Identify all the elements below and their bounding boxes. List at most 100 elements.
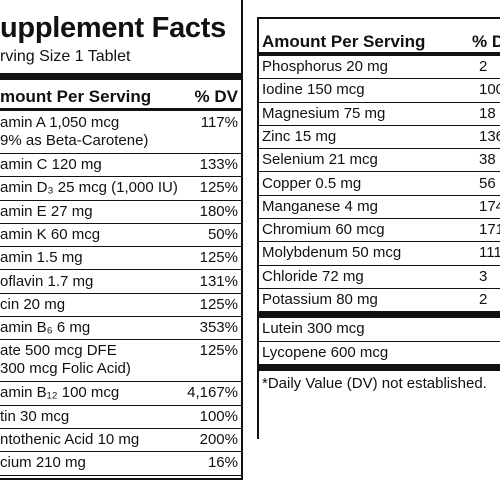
nutrient-name-line: amin B₆ 6 mg [0,319,91,337]
nutrient-name-line: amin A 1,050 mcg [0,114,120,131]
header-amount: Amount Per Serving [262,32,426,51]
nutrient-name: Chloride 72 mg [262,268,364,286]
nutrient-name: amin B₆ 6 mg [0,319,90,337]
nutrient-name: Potassium 80 mg [262,291,378,309]
nutrient-name: Molybdenum 50 mcg [262,244,401,262]
nutrient-name-line: Copper 0.5 mg [262,174,362,192]
nutrient-name: Phosphorus 20 mg [262,58,388,76]
daily-value: 2 [479,291,488,308]
nutrient-row: amin C 120 mg 133% [0,154,241,178]
nutrient-name: Lutein 300 mcg [262,320,365,338]
daily-value: 16% [207,454,238,472]
thick-rule [259,52,500,56]
nutrient-row: Lycopene 600 mcg [259,342,500,365]
nutrient-name-line: oflavin 1.7 mg [0,272,94,290]
nutrient-name-line: 300 mcg Folic Acid) [0,360,131,378]
nutrient-name-line: Zinc 15 mg [262,127,337,145]
nutrient-name-line: cin 20 mg [0,295,66,313]
nutrient-name: amin K 60 mcg [0,226,100,244]
nutrient-name: amin C 120 mg [0,156,102,174]
nutrient-row: amin E 27 mg 180% [0,201,241,224]
nutrient-row: Phosphorus 20 mg 2 [259,56,500,80]
daily-value: 125% [199,179,238,197]
nutrient-row: amin 1.5 mg 125% [0,247,241,271]
nutrient-name: ntothenic Acid 10 mg [0,431,139,449]
nutrient-name-line: Molybdenum 50 mcg [262,244,402,262]
nutrient-name: oflavin 1.7 mg [0,273,93,291]
nutrient-name-line: Chloride 72 mg [262,267,364,285]
nutrient-name-line: Manganese 4 mg [262,197,378,215]
nutrient-name: amin A 1,050 mcg 9% as Beta-Carotene) [0,114,148,150]
nutrient-row: ate 500 mcg DFE 300 mcg Folic Acid) 125% [0,340,241,383]
thick-rule [259,311,500,319]
nutrient-row: Iodine 150 mcg 100 [259,79,500,103]
nutrient-row: amin A 1,050 mcg 9% as Beta-Carotene) 117% [0,112,241,154]
rule [0,108,241,111]
daily-value: 100 [479,81,500,99]
daily-value: 125% [199,249,238,267]
nutrient-row: Lutein 300 mcg [259,318,500,342]
daily-value: 50% [207,225,238,243]
header-dv: % DV [194,87,238,106]
header-amount: mount Per Serving [0,87,152,106]
thick-rule [0,73,241,80]
nutrient-name: ate 500 mcg DFE 300 mcg Folic Acid) [0,342,131,378]
daily-value: 117% [200,114,238,131]
nutrient-row: Chromium 60 mcg 171 [259,219,500,243]
nutrient-row: cin 20 mg 125% [0,294,241,318]
nutrient-name: amin 1.5 mg [0,249,83,267]
nutrient-name: Selenium 21 mcg [262,151,378,169]
nutrient-row: Magnesium 75 mg 18 [259,103,500,126]
nutrient-name: Magnesium 75 mg [262,105,385,123]
nutrient-name: Copper 0.5 mg [262,175,361,193]
nutrient-name-line: tin 30 mcg [0,407,70,425]
nutrient-row: amin D₃ 25 mcg (1,000 IU) 125% [0,177,241,201]
daily-value: 174 [479,197,500,215]
serving-size: rving Size 1 Tablet [0,48,131,65]
nutrient-row: tin 30 mcg 100% [0,406,241,429]
nutrient-name: Iodine 150 mcg [262,81,365,99]
nutrient-name: cium 210 mg [0,454,86,472]
daily-value: 125% [199,295,238,313]
nutrient-row: ntothenic Acid 10 mg 200% [0,429,241,453]
daily-value: 100% [199,407,238,425]
nutrient-name-line: ate 500 mcg DFE [0,342,117,360]
nutrient-row: cium 210 mg 16% [0,452,241,476]
nutrient-name-line: amin B₁₂ 100 mcg [0,384,120,402]
nutrient-row: amin B₁₂ 100 mcg 4,167% [0,382,241,406]
daily-value: 38 [479,151,496,169]
nutrient-name-line: amin D₃ 25 mcg (1,000 IU) [0,179,178,197]
nutrient-row: Copper 0.5 mg 56 [259,173,500,196]
title: upplement Facts [0,12,226,44]
nutrient-row: Chloride 72 mg 3 [259,266,500,289]
daily-value: 125% [199,342,238,360]
daily-value: 111 [479,244,500,262]
nutrient-name: amin D₃ 25 mcg (1,000 IU) [0,179,178,197]
daily-value: 136 [479,127,500,145]
nutrient-name-line: cium 210 mg [0,454,86,472]
nutrient-name-line: amin 1.5 mg [0,249,83,267]
daily-value: 200% [199,431,238,448]
nutrient-name-line: Chromium 60 mcg [262,221,385,239]
nutrient-name: cin 20 mg [0,296,65,314]
nutrient-name: amin B₁₂ 100 mcg [0,384,119,402]
nutrient-row: Potassium 80 mg 2 [259,289,500,313]
nutrient-row: Selenium 21 mcg 38 [259,149,500,173]
nutrient-name: tin 30 mcg [0,408,69,426]
nutrient-name-line: Lutein 300 mcg [262,320,365,338]
nutrient-name-line: amin K 60 mcg [0,225,101,243]
nutrient-name-line: Phosphorus 20 mg [262,58,388,75]
supplement-facts-right: Amount Per Serving % D Phosphorus 20 mg 2… [257,17,500,439]
daily-value: 133% [199,156,238,173]
nutrient-row: Zinc 15 mg 136 [259,126,500,150]
daily-value: 2 [479,58,488,75]
nutrient-row: oflavin 1.7 mg 131% [0,271,241,294]
nutrient-row: Manganese 4 mg 174 [259,196,500,220]
nutrient-name-line: 9% as Beta-Carotene) [0,132,149,149]
nutrient-name-line: Selenium 21 mcg [262,151,378,169]
nutrient-name-line: Magnesium 75 mg [262,104,386,122]
daily-value: 3 [479,267,488,285]
nutrient-name-line: Lycopene 600 mcg [262,343,389,361]
supplement-facts-left: upplement Facts rving Size 1 Tablet moun… [0,0,243,480]
